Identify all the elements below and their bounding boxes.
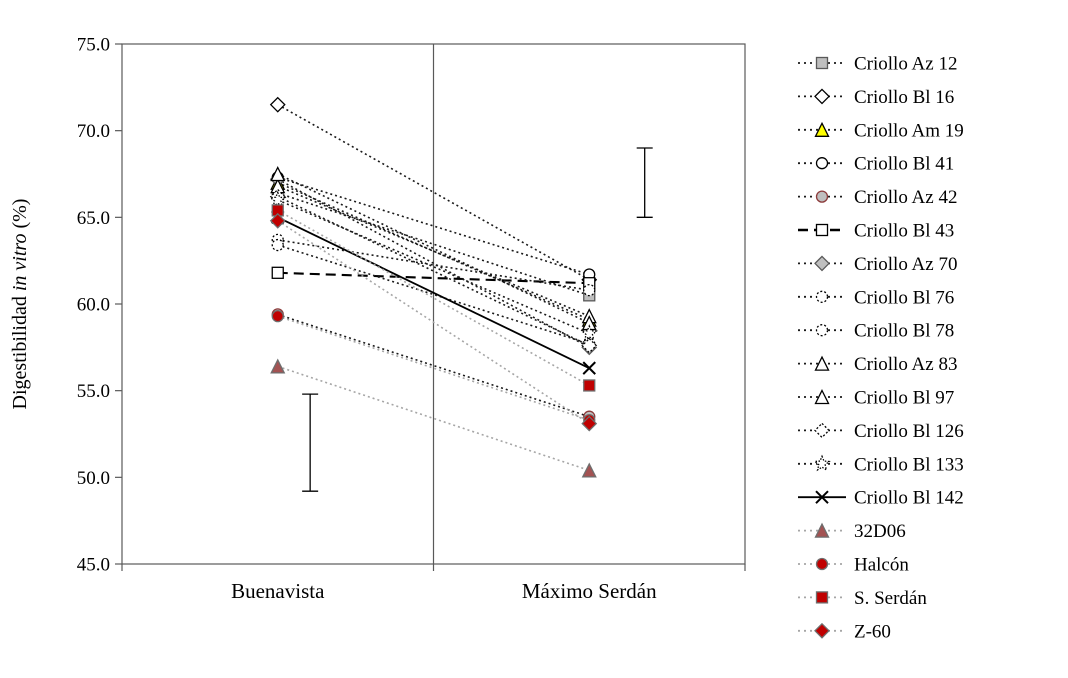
x-category-label-buenavista: Buenavista (231, 579, 325, 603)
y-tick-label: 45.0 (77, 555, 110, 576)
legend-item-criollo-bl-126: Criollo Bl 126 (798, 421, 964, 442)
legend-label-criollo-az-70: Criollo Az 70 (854, 254, 957, 275)
criollo-az-70-marker-legend (814, 255, 830, 272)
legend-label-32d06: 32D06 (854, 521, 906, 542)
legend-label-z-60: Z-60 (854, 621, 891, 642)
series-lines (277, 103, 590, 472)
legend-item-criollo-bl-97: Criollo Bl 97 (798, 388, 954, 409)
legend-item-z-60: Z-60 (798, 621, 891, 642)
legend-item-criollo-az-42: Criollo Az 42 (798, 187, 957, 208)
y-axis-title: Digestibilidad in vitro (%) (9, 199, 31, 410)
y-tick-label: 60.0 (77, 295, 110, 316)
y-tick-label: 55.0 (77, 381, 110, 402)
criollo-bl-76-marker-1 (583, 283, 596, 297)
series-line-z-60 (277, 220, 590, 425)
criollo-bl-76-marker-legend (815, 290, 829, 303)
criollo-az-12-marker-legend (815, 56, 829, 70)
criollo-bl-133-marker-1 (580, 324, 598, 341)
s-serd-n-marker-legend (815, 591, 829, 604)
y-tick-label: 75.0 (77, 35, 110, 56)
legend-label-criollo-bl-41: Criollo Bl 41 (854, 154, 954, 175)
legend-label-criollo-az-42: Criollo Az 42 (854, 187, 957, 208)
legend-label-criollo-bl-126: Criollo Bl 126 (854, 421, 964, 442)
series-line-criollo-bl-43 (277, 271, 590, 285)
criollo-bl-16-marker-legend (814, 88, 830, 105)
y-tick-label: 70.0 (77, 121, 110, 142)
legend-label-criollo-az-83: Criollo Az 83 (854, 354, 957, 375)
legend-item-criollo-bl-76: Criollo Bl 76 (798, 287, 954, 308)
error-bars (302, 147, 653, 492)
32d06-marker-1 (581, 462, 597, 478)
y-tick-label: 50.0 (77, 468, 110, 489)
legend-label-criollo-bl-43: Criollo Bl 43 (854, 221, 954, 242)
legend-item-criollo-am-19: Criollo Am 19 (798, 120, 964, 141)
series-line-criollo-bl-142 (277, 216, 590, 369)
legend-item-criollo-bl-41: Criollo Bl 41 (798, 154, 954, 175)
legend-item-32d06: 32D06 (798, 521, 906, 542)
z-60-marker-legend (814, 622, 830, 639)
legend-item-criollo-az-70: Criollo Az 70 (798, 254, 957, 275)
legend-label-criollo-az-12: Criollo Az 12 (854, 54, 957, 75)
legend-item-halc-n: Halcón (798, 555, 909, 576)
criollo-bl-133-marker-0 (269, 190, 287, 208)
legend: Criollo Az 12 Criollo Bl 16 Criollo Am 19 C… (798, 54, 964, 642)
legend-label-criollo-bl-133: Criollo Bl 133 (854, 454, 964, 475)
legend-item-criollo-az-12: Criollo Az 12 (798, 54, 957, 75)
z-60-marker-0 (269, 212, 286, 229)
legend-item-s-serd-n: S. Serdán (798, 588, 927, 609)
criollo-az-42-marker-legend (815, 190, 829, 203)
criollo-bl-142-marker-legend (815, 490, 829, 504)
legend-label-s-serd-n: S. Serdán (854, 588, 927, 609)
legend-label-criollo-bl-142: Criollo Bl 142 (854, 488, 964, 509)
series-markers (269, 96, 598, 478)
criollo-bl-16-marker-0 (269, 96, 286, 113)
criollo-az-83-marker-legend (814, 355, 830, 371)
criollo-bl-126-marker-legend (814, 422, 830, 439)
series-line-criollo-am-19 (277, 181, 590, 321)
criollo-bl-43-marker-legend (815, 223, 829, 237)
legend-item-criollo-az-83: Criollo Az 83 (798, 354, 957, 375)
32d06-marker-0 (270, 358, 286, 374)
criollo-bl-126-marker-1 (581, 337, 598, 354)
z-60-marker-1 (581, 415, 598, 432)
legend-item-criollo-bl-16: Criollo Bl 16 (798, 87, 954, 108)
series-line-criollo-az-83 (277, 185, 590, 317)
legend-label-criollo-bl-78: Criollo Bl 78 (854, 321, 954, 342)
legend-item-criollo-bl-133: Criollo Bl 133 (798, 454, 964, 475)
criollo-bl-78-marker-legend (815, 324, 829, 337)
criollo-bl-133-marker-legend (813, 454, 831, 472)
criollo-bl-142-marker-1 (582, 361, 596, 375)
criollo-bl-97-marker-0 (270, 166, 286, 182)
legend-item-criollo-bl-142: Criollo Bl 142 (798, 488, 964, 509)
legend-label-criollo-bl-16: Criollo Bl 16 (854, 87, 954, 108)
halc-n-marker-0 (271, 309, 284, 323)
x-category-label-m-ximo-serd-n: Máximo Serdán (522, 579, 657, 603)
criollo-bl-97-marker-legend (814, 389, 830, 405)
legend-label-criollo-bl-97: Criollo Bl 97 (854, 388, 954, 409)
criollo-bl-78-marker-0 (271, 238, 284, 252)
legend-item-criollo-bl-43: Criollo Bl 43 (798, 221, 954, 242)
criollo-bl-43-marker-0 (271, 266, 284, 279)
series-line-criollo-bl-133 (277, 199, 590, 335)
legend-label-criollo-bl-76: Criollo Bl 76 (854, 287, 954, 308)
axes: 45.0 50.0 55.0 60.0 65.0 70.0 75.0 Buenavista Má… (9, 35, 746, 603)
y-tick-label: 65.0 (77, 208, 110, 229)
legend-item-criollo-bl-78: Criollo Bl 78 (798, 321, 954, 342)
legend-label-criollo-am-19: Criollo Am 19 (854, 120, 964, 141)
series-line-criollo-bl-41 (277, 176, 590, 276)
s-serd-n-marker-1 (583, 379, 596, 392)
legend-label-halc-n: Halcón (854, 555, 909, 576)
criollo-am-19-marker-legend (814, 121, 830, 137)
32d06-marker-legend (814, 522, 830, 538)
series-line-criollo-az-70 (277, 178, 590, 349)
halc-n-marker-legend (815, 557, 829, 571)
criollo-bl-41-marker-legend (815, 157, 829, 170)
